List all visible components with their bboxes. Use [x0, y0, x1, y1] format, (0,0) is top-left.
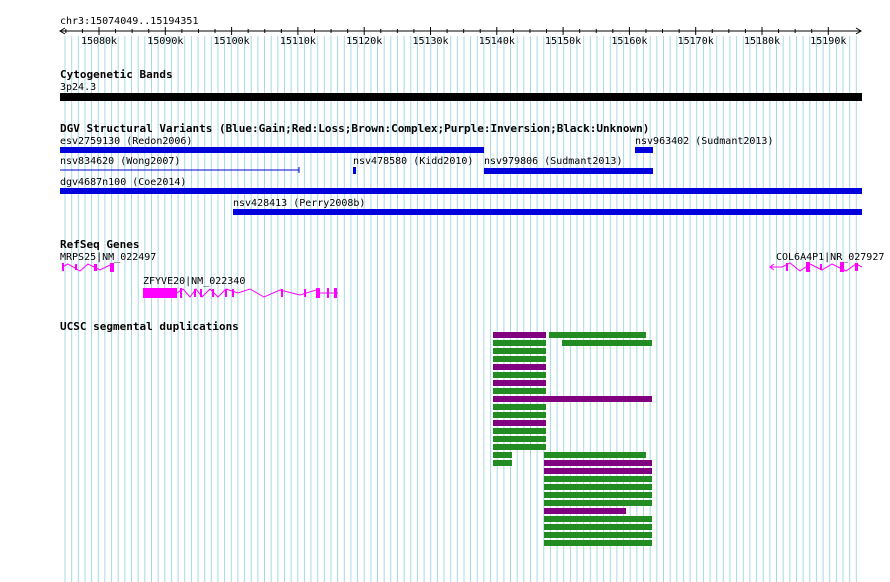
dgv-feature-label: nsv834620 (Wong2007) — [60, 156, 180, 167]
dgv-feature-label: nsv963402 (Sudmant2013) — [635, 136, 773, 147]
refseq-track-title: RefSeq Genes — [60, 238, 139, 251]
segdup-feature[interactable] — [549, 332, 646, 338]
ruler-tick-label: 15150k — [545, 36, 581, 47]
segdup-features — [493, 332, 652, 546]
segdup-feature[interactable] — [493, 436, 546, 442]
segdup-feature[interactable] — [493, 460, 512, 466]
ruler-ticks: 15080k 15090k 15100k 15110k 15120k 15130k 1514… — [65, 27, 846, 47]
gene-zfyve20[interactable] — [143, 288, 338, 298]
segdup-track: UCSC segmental duplications — [60, 320, 652, 546]
segdup-feature[interactable] — [544, 508, 626, 514]
dgv-feature-label: dgv4687n100 (Coe2014) — [60, 177, 186, 188]
ruler-tick-label: 15080k — [81, 36, 117, 47]
segdup-feature[interactable] — [544, 484, 652, 490]
ruler: chr3:15074049..15194351 15080k 15090k 1510… — [59, 16, 862, 47]
segdup-feature[interactable] — [493, 452, 512, 458]
segdup-feature[interactable] — [493, 444, 546, 450]
gene-label: COL6A4P1|NR_027927 — [776, 252, 884, 263]
dgv-feature-label: nsv979806 (Sudmant2013) — [484, 156, 622, 167]
segdup-feature[interactable] — [493, 404, 546, 410]
segdup-feature[interactable] — [493, 388, 546, 394]
cytoband-track: Cytogenetic Bands 3p24.3 — [60, 68, 862, 101]
segdup-feature[interactable] — [544, 540, 652, 546]
gene-label: MRPS25|NM_022497 — [60, 252, 156, 263]
segdup-feature[interactable] — [493, 380, 546, 386]
segdup-feature[interactable] — [493, 332, 546, 338]
cytoband-track-title: Cytogenetic Bands — [60, 68, 173, 81]
ruler-tick-label: 15110k — [280, 36, 316, 47]
dgv-feature-bar[interactable] — [60, 188, 862, 194]
ruler-tick-label: 15130k — [412, 36, 448, 47]
segdup-feature[interactable] — [493, 356, 546, 362]
dgv-feature-bar[interactable] — [60, 147, 484, 153]
segdup-feature[interactable] — [544, 532, 652, 538]
dgv-track: DGV Structural Variants (Blue:Gain;Red:L… — [60, 122, 862, 215]
segdup-feature[interactable] — [493, 396, 652, 402]
gene-mrps25[interactable] — [61, 263, 114, 272]
segdup-feature[interactable] — [562, 340, 652, 346]
ruler-tick-label: 15140k — [479, 36, 515, 47]
segdup-feature[interactable] — [493, 372, 546, 378]
segdup-feature[interactable] — [544, 468, 652, 474]
ruler-right-arrow-icon — [855, 27, 862, 35]
segdup-feature[interactable] — [544, 524, 652, 530]
ruler-tick-label: 15120k — [346, 36, 382, 47]
cytoband-bar[interactable] — [60, 93, 862, 101]
segdup-feature[interactable] — [493, 340, 546, 346]
segdup-feature[interactable] — [493, 412, 546, 418]
segdup-feature[interactable] — [544, 516, 652, 522]
refseq-track: RefSeq Genes MRPS25|NM_022497 ZFYVE20|NM… — [60, 238, 884, 298]
segdup-feature[interactable] — [544, 492, 652, 498]
segdup-feature[interactable] — [493, 420, 546, 426]
dgv-feature-bar[interactable] — [635, 147, 653, 153]
ruler-left-arrow-icon — [59, 27, 66, 35]
ruler-location-label: chr3:15074049..15194351 — [60, 16, 198, 27]
segdup-feature[interactable] — [544, 452, 646, 458]
gene-label: ZFYVE20|NM_022340 — [143, 276, 245, 287]
segdup-feature[interactable] — [493, 428, 546, 434]
segdup-feature[interactable] — [544, 476, 652, 482]
dgv-feature-label: nsv478580 (Kidd2010) — [353, 156, 473, 167]
ruler-tick-label: 15170k — [678, 36, 714, 47]
ruler-tick-label: 15090k — [147, 36, 183, 47]
dgv-feature-bar[interactable] — [233, 209, 862, 215]
dgv-feature-bar[interactable] — [484, 168, 653, 174]
segdup-feature[interactable] — [544, 460, 652, 466]
dgv-feature-label: nsv428413 (Perry2008b) — [233, 198, 365, 209]
dgv-feature-bar[interactable] — [353, 167, 356, 174]
cytoband-label: 3p24.3 — [60, 82, 96, 93]
ruler-tick-label: 15190k — [810, 36, 846, 47]
segdup-feature[interactable] — [493, 348, 546, 354]
segdup-track-title: UCSC segmental duplications — [60, 320, 239, 333]
segdup-feature[interactable] — [544, 500, 652, 506]
ruler-tick-label: 15100k — [214, 36, 250, 47]
ruler-tick-label: 15180k — [744, 36, 780, 47]
gene-col6a4p1[interactable] — [769, 262, 863, 272]
grid-lines — [64, 36, 857, 582]
ruler-tick-label: 15160k — [611, 36, 647, 47]
segdup-feature[interactable] — [493, 364, 546, 370]
dgv-track-title: DGV Structural Variants (Blue:Gain;Red:L… — [60, 122, 649, 135]
dgv-feature-label: esv2759130 (Redon2006) — [60, 136, 192, 147]
